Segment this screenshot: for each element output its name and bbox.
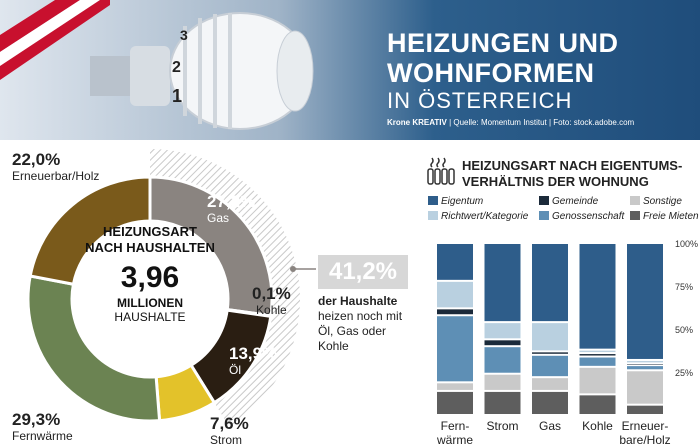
fossil-hatch-arc — [150, 149, 301, 427]
bar-segment-3-0 — [579, 395, 616, 414]
bar-segment-2-5 — [532, 244, 568, 322]
y-tick-label: 75% — [675, 282, 694, 292]
donut-slice-4 — [26, 274, 162, 423]
title-line-1: HEIZUNGEN UND — [387, 28, 619, 58]
legend-swatch — [630, 211, 640, 220]
austria-flag-ribbon — [0, 0, 110, 80]
stacked-chart-title-line-1: HEIZUNGSART NACH EIGENTUMS- — [462, 158, 683, 173]
title-line-2: WOHNFORMEN — [387, 58, 595, 88]
slice-label-oel: 13,9% Öl — [229, 344, 278, 377]
x-tick-label: Strom — [473, 419, 533, 433]
legend-item-sonstige: Sonstige — [630, 196, 682, 207]
slice-label-fernwaerme: 29,3% Fernwärme — [12, 410, 73, 443]
bar-segment-0-0 — [437, 391, 473, 414]
bar-segment-2-0 — [532, 391, 568, 414]
bar-segment-2-1 — [532, 378, 568, 390]
legend-item-gemeinde: Gemeinde — [539, 196, 598, 207]
bar-segment-3-2 — [579, 357, 616, 366]
radiator-icon — [427, 157, 455, 185]
donut-center-line-1: HEIZUNGSART — [103, 224, 197, 239]
legend-item-freie-mieten: Freie Mieten — [630, 211, 699, 222]
x-tick-label-line: bare/Holz — [619, 433, 671, 447]
y-tick-label: 25% — [675, 368, 694, 378]
title-line-3: IN ÖSTERREICH — [387, 88, 573, 113]
bar-segment-3-5 — [579, 244, 616, 349]
bar-segment-3-3 — [579, 354, 616, 356]
bar-segment-2-4 — [532, 323, 568, 351]
bar-segment-1-5 — [484, 244, 521, 322]
highlight-bold: der Haushalte — [318, 294, 398, 308]
slice-label-kohle: 0,1% Kohle — [252, 284, 291, 317]
bar-segment-0-3 — [437, 309, 473, 315]
y-tick-label: 100% — [675, 239, 699, 249]
bar-segment-1-3 — [484, 340, 521, 346]
credits: Krone KREATIV | Quelle: Momentum Institu… — [387, 118, 634, 127]
legend-item-richtwert: Richtwert/Kategorie — [428, 211, 528, 222]
legend-swatch — [539, 211, 549, 220]
bar-segment-1-4 — [484, 323, 521, 339]
bar-segment-4-2 — [627, 366, 663, 370]
x-tick-label-line: Gas — [538, 419, 561, 433]
header-banner: 2 1 3 HEIZUNGEN UND WOHNFORMEN IN ÖSTERR… — [0, 0, 700, 140]
legend-item-genossenschaft: Genossenschaft — [539, 211, 624, 222]
bar-segment-2-3 — [532, 352, 568, 354]
bar-segment-1-1 — [484, 374, 521, 390]
bar-segment-3-4 — [579, 350, 616, 353]
bar-segment-4-5 — [627, 244, 663, 359]
slice-label-erneuerbar: 22,0% Erneuerbar/Holz — [12, 150, 100, 183]
bar-segment-0-1 — [437, 383, 473, 390]
donut-center: HEIZUNGSART NACH HAUSHALTEN 3,96 MILLION… — [72, 224, 228, 324]
donut-slice-5 — [28, 175, 152, 287]
svg-text:2: 2 — [172, 59, 181, 76]
donut-center-value: 3,96 — [120, 261, 180, 294]
legend-swatch — [428, 211, 438, 220]
svg-text:1: 1 — [172, 86, 182, 106]
donut-chart — [26, 149, 316, 427]
bar-segment-1-2 — [484, 347, 521, 373]
bar-segment-4-4 — [627, 360, 663, 363]
bar-segment-4-0 — [627, 405, 663, 414]
bar-segment-4-1 — [627, 371, 663, 404]
x-tick-label: Erneuer-bare/Holz — [615, 419, 675, 447]
svg-text:3: 3 — [180, 27, 188, 43]
legend-swatch — [539, 196, 549, 205]
bar-segment-3-1 — [579, 367, 616, 394]
x-tick-label-line: Fern- — [440, 419, 470, 433]
legend-swatch — [428, 196, 438, 205]
thermostat-knob-image: 2 1 3 — [90, 12, 314, 130]
legend-item-eigentum: Eigentum — [428, 196, 483, 207]
donut-center-unit: MILLIONEN — [117, 296, 183, 310]
stacked-bar-chart — [437, 244, 663, 414]
slice-label-gas: 27,2% Gas — [207, 192, 256, 225]
highlight-rest: heizen noch mit Öl, Gas oder Kohle — [318, 309, 403, 353]
credits-brand: Krone KREATIV — [387, 118, 447, 127]
bar-segment-4-3 — [627, 364, 663, 365]
x-tick-label-line: wärme — [436, 433, 473, 447]
highlight-value: 41,2% — [318, 255, 408, 289]
bar-segment-2-2 — [532, 355, 568, 377]
x-tick-label-line: Erneuer- — [621, 419, 669, 433]
y-tick-label: 50% — [675, 325, 694, 335]
bar-segment-0-2 — [437, 316, 473, 382]
x-tick-label: Fern-wärme — [425, 419, 485, 447]
highlight-text: der Haushalte heizen noch mit Öl, Gas ode… — [318, 294, 408, 354]
bar-segment-0-4 — [437, 281, 473, 308]
stacked-chart-title-line-2: VERHÄLTNIS DER WOHNUNG — [462, 174, 649, 189]
donut-center-line-2: NACH HAUSHALTEN — [85, 240, 215, 255]
stacked-chart-title: HEIZUNGSART NACH EIGENTUMS- VERHÄLTNIS D… — [462, 158, 682, 190]
x-tick-label: Gas — [520, 419, 580, 433]
donut-center-sub: HAUSHALTE — [114, 310, 186, 324]
legend-swatch — [630, 196, 640, 205]
x-tick-label: Kohle — [568, 419, 628, 433]
bar-segment-0-5 — [437, 244, 473, 280]
x-tick-label-line: Strom — [486, 419, 519, 433]
bar-segment-1-0 — [484, 391, 521, 414]
x-tick-label-line: Kohle — [582, 419, 613, 433]
slice-label-strom: 7,6% Strom — [210, 414, 249, 447]
credits-source: | Quelle: Momentum Institut | Foto: stoc… — [446, 118, 635, 127]
